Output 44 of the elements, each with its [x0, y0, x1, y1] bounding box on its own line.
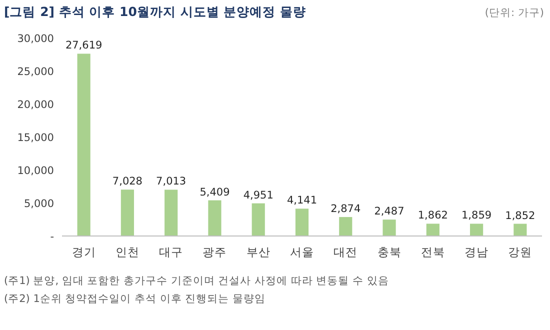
x-tick-label: 경기: [72, 245, 96, 259]
data-label: 5,409: [200, 186, 230, 198]
x-tick-label: 인천: [115, 245, 140, 259]
x-tick-label: 경남: [464, 245, 489, 259]
bar: [339, 217, 352, 236]
text: (단위: 가구): [484, 7, 544, 19]
bar: [120, 190, 134, 236]
y-tick-label: -: [50, 231, 54, 243]
chart-title: [그림 2] 추석 이후 10월까지 시도별 분양예정 물량: [4, 4, 306, 19]
x-tick-label: 강원: [508, 245, 532, 259]
bar: [514, 224, 527, 236]
bar: [470, 224, 484, 236]
y-tick-label: 15,000: [17, 132, 54, 144]
bar: [252, 203, 265, 236]
x-tick-label: 전북: [420, 245, 445, 259]
bar: [382, 220, 396, 236]
data-label: 7,013: [156, 176, 186, 188]
data-label: 4,141: [286, 194, 318, 207]
text: (주2) 1순위 청약접수일이 추석 이후 진행되는 물량임: [4, 293, 266, 305]
bar: [426, 224, 440, 236]
bar: [164, 190, 178, 236]
y-tick-label: 20,000: [17, 99, 54, 111]
data-label: 1,862: [418, 210, 448, 222]
data-label: 4,951: [243, 189, 274, 202]
y-tick-label: 10,000: [17, 165, 54, 177]
y-tick-label: 30,000: [17, 33, 54, 45]
data-label: 27,619: [65, 40, 102, 52]
x-tick-label: 부산: [246, 245, 270, 259]
data-label: 1,852: [505, 210, 536, 222]
x-tick-label: 서울: [290, 245, 314, 259]
y-tick-label: 5,000: [24, 198, 54, 210]
data-label: 1,859: [462, 210, 492, 222]
x-tick-label: 대구: [159, 245, 184, 259]
data-label: 7,028: [112, 176, 142, 188]
x-tick-label: 대전: [334, 245, 358, 259]
bar: [208, 200, 222, 236]
y-tick-label: 25,000: [17, 66, 54, 78]
data-label: 2,874: [330, 203, 361, 216]
x-tick-label: 광주: [202, 245, 227, 259]
bar: [77, 54, 90, 236]
data-label: 2,487: [374, 206, 404, 218]
bar: [295, 208, 309, 236]
text: (주1) 분양, 임대 포함한 총가구수 기준이며 건설사 사정에 따라 변동될 수 있음: [4, 275, 389, 287]
x-tick-label: 충북: [377, 245, 402, 259]
